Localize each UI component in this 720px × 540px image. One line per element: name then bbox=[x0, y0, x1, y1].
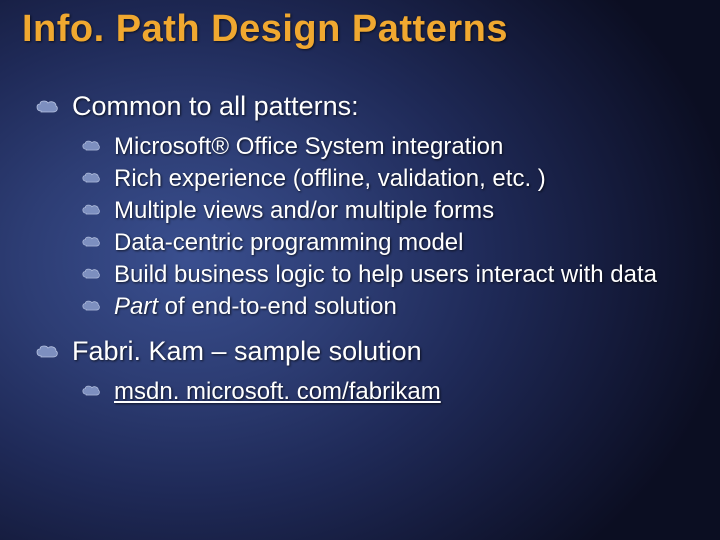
cloud-bullet-icon bbox=[82, 268, 100, 280]
list-item-l2: Build business logic to help users inter… bbox=[82, 260, 698, 290]
list-item-l2: Part of end-to-end solution bbox=[82, 292, 698, 322]
l2-rest: of end-to-end solution bbox=[158, 293, 397, 320]
list-item-l2: Multiple views and/or multiple forms bbox=[82, 196, 698, 226]
l2-text: Rich experience (offline, validation, et… bbox=[114, 164, 698, 194]
list-item-l2: Data-centric programming model bbox=[82, 228, 698, 258]
l1-text: Common to all patterns: bbox=[72, 91, 698, 122]
cloud-bullet-icon bbox=[82, 172, 100, 184]
fabrikam-link[interactable]: msdn. microsoft. com/fabrikam bbox=[114, 378, 441, 405]
cloud-bullet-icon bbox=[36, 345, 58, 359]
cloud-bullet-icon bbox=[82, 300, 100, 312]
slide-title: Info. Path Design Patterns bbox=[22, 8, 698, 51]
italic-word: Part bbox=[114, 293, 158, 320]
l2-text: msdn. microsoft. com/fabrikam bbox=[114, 377, 698, 407]
slide: Info. Path Design Patterns Common to all… bbox=[0, 0, 720, 540]
l2-text: Multiple views and/or multiple forms bbox=[114, 196, 698, 226]
l1-text: Fabri. Kam – sample solution bbox=[72, 336, 698, 367]
cloud-bullet-icon bbox=[82, 236, 100, 248]
l2-text: Build business logic to help users inter… bbox=[114, 260, 698, 290]
cloud-bullet-icon bbox=[82, 385, 100, 397]
list-item-l1: Fabri. Kam – sample solution bbox=[36, 336, 698, 367]
l2-text: Microsoft® Office System integration bbox=[114, 132, 698, 162]
l2-text: Part of end-to-end solution bbox=[114, 292, 698, 322]
list-item-l1: Common to all patterns: bbox=[36, 91, 698, 122]
list-item-l2: msdn. microsoft. com/fabrikam bbox=[82, 377, 698, 407]
list-item-l2: Rich experience (offline, validation, et… bbox=[82, 164, 698, 194]
l2-text: Data-centric programming model bbox=[114, 228, 698, 258]
cloud-bullet-icon bbox=[82, 204, 100, 216]
cloud-bullet-icon bbox=[36, 100, 58, 114]
cloud-bullet-icon bbox=[82, 140, 100, 152]
list-item-l2: Microsoft® Office System integration bbox=[82, 132, 698, 162]
